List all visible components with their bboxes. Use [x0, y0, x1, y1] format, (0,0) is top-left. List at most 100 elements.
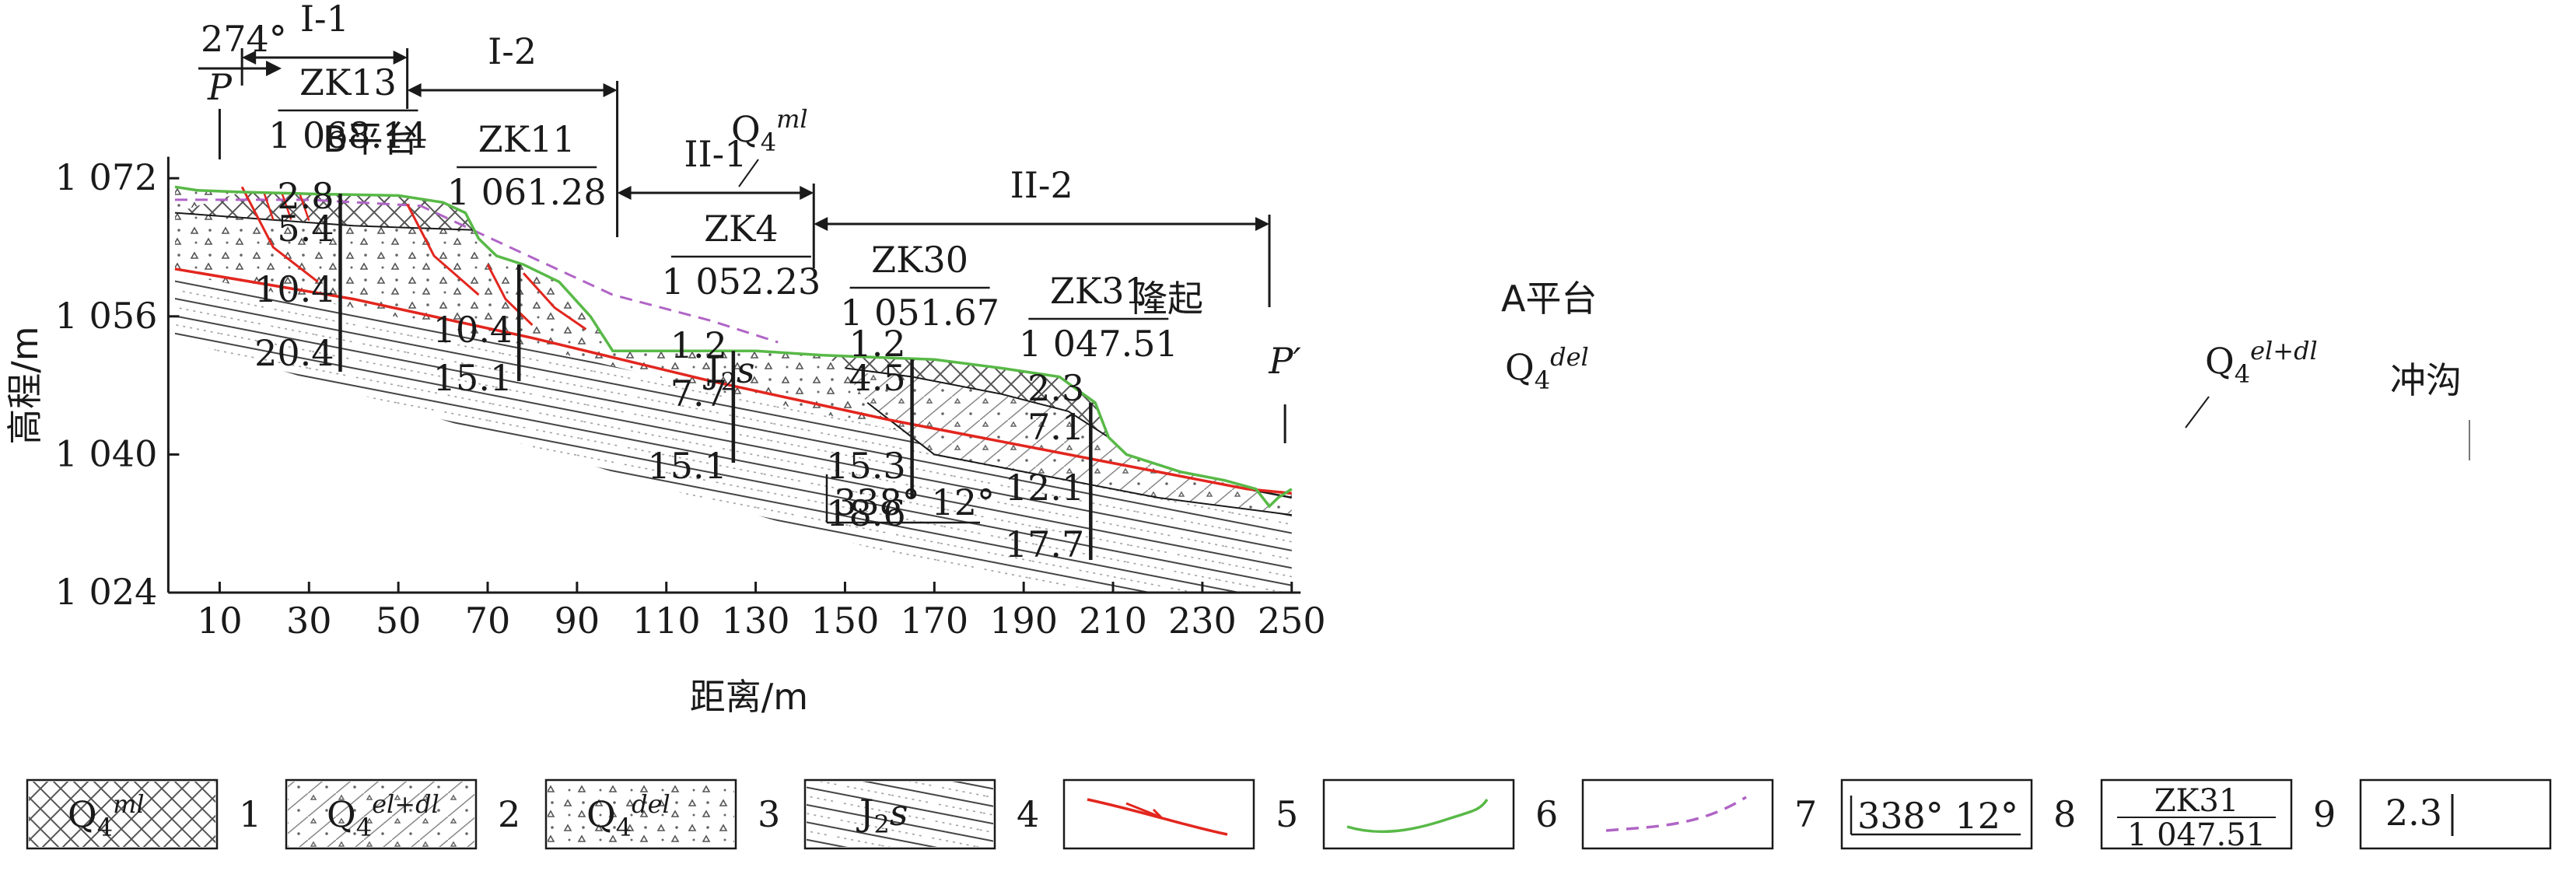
x-tick-label: 90: [555, 600, 600, 642]
legend-item: 2.3 10: [2359, 778, 2576, 850]
plot-area: 10 30 50 70 90 110 130 150 170 190 210 230 250 1 024 1…: [4, 0, 2470, 718]
zone-label: I-1: [300, 0, 349, 40]
borehole-id: ZK13: [299, 61, 397, 103]
boundary-fill-a: [845, 367, 1109, 439]
legend-box: [1581, 778, 1774, 850]
borehole-id: ZK31: [1050, 270, 1147, 312]
borehole-id: ZK4: [704, 208, 779, 250]
legend-item: J2s 4: [803, 778, 1039, 850]
borehole-depth: 7.7: [670, 373, 727, 415]
x-tick-label: 130: [722, 600, 790, 642]
legend-sliding-arrow: [1125, 802, 1163, 819]
borehole-elevation: 1 051.67: [840, 292, 999, 334]
zone-arrow-right: [603, 83, 618, 97]
main-sliding-surface: [174, 268, 1292, 495]
legend-number: 4: [1017, 793, 1039, 835]
legend-borehole-id: ZK31: [2154, 783, 2239, 819]
gully-label: 冲沟: [2390, 359, 2462, 401]
borehole-id: ZK11: [478, 118, 576, 160]
secondary-sliding-surface: [240, 186, 319, 283]
layer-label-j2s: J2s: [703, 349, 754, 397]
a-platform-label: A平台: [1501, 278, 1597, 320]
y-tick-label: 1 072: [55, 156, 158, 198]
x-tick-label: 250: [1258, 600, 1326, 642]
zone-arrow-left: [407, 83, 422, 97]
borehole-elevation: 1 068.14: [268, 114, 428, 156]
y-tick-label: 1 056: [55, 295, 158, 337]
legend-layer-label: Q4ml: [68, 789, 145, 842]
borehole-depth: 10.4: [433, 309, 513, 351]
borehole-depth: 7.1: [1027, 406, 1084, 448]
legend-number: 7: [1794, 793, 1817, 835]
x-tick-label: 30: [286, 600, 332, 642]
borehole-elevation: 1 052.23: [661, 261, 821, 303]
legend-item: 7: [1581, 778, 1817, 850]
q4ml-leader: [738, 159, 759, 187]
legend-item: Q4ml 1: [26, 778, 261, 850]
legend-attitude-text: 338° 12°: [1857, 795, 2018, 837]
legend-number: 9: [2313, 793, 2336, 835]
zone-arrow-left: [814, 217, 828, 231]
secondary-sliding-surface: [406, 203, 480, 296]
zone-arrow-right: [393, 51, 408, 65]
legend-box: [1062, 778, 1255, 850]
borehole-depth: 2.3: [1027, 367, 1084, 409]
x-tick-label: 110: [632, 600, 701, 642]
ground-surface-line: [174, 185, 1293, 509]
borehole-depth: 2.8: [277, 175, 334, 217]
borehole-depth: 12.1: [1005, 467, 1084, 509]
y-tick-label: 1 040: [55, 432, 158, 474]
legend-number: 6: [1535, 793, 1558, 835]
secondary-sliding-surface: [486, 264, 534, 326]
legend-number: 10: [2572, 793, 2576, 835]
legend-box: [2359, 778, 2552, 850]
legend-swatch-cross: [29, 782, 215, 847]
legend-box: [2100, 778, 2293, 850]
legend-depth-text: 2.3: [2385, 792, 2442, 834]
secondary-sliding-surface: [522, 272, 587, 331]
y-axis-title: 高程/m: [4, 326, 46, 444]
boundary-fill-b: [174, 212, 474, 231]
legend-swatch-eldl: [288, 782, 474, 847]
zone-label: I-2: [488, 30, 537, 72]
borehole-id: ZK30: [871, 239, 968, 281]
scarp-tick: [263, 193, 275, 220]
zone-arrow-right: [800, 186, 814, 200]
x-tick-label: 150: [811, 600, 880, 642]
borehole-elevation: 1 061.28: [447, 171, 607, 213]
borehole-depth: 4.5: [849, 357, 905, 399]
section-end-label: P′: [1268, 340, 1301, 382]
zone-label: II-2: [1010, 164, 1073, 206]
legend-original-ground: [1605, 796, 1747, 832]
borehole-depth: 1.2: [849, 323, 905, 365]
b-platform-label: B平台: [323, 118, 419, 160]
x-tick-label: 50: [376, 600, 422, 642]
layer-label-q4eldl: Q4el+dl: [2205, 336, 2318, 389]
y-tick-label: 1 024: [55, 571, 158, 613]
zone-label: II-1: [684, 133, 747, 175]
q4eldl-leader: [2185, 396, 2210, 429]
borehole-depth: 1.2: [670, 324, 727, 366]
zone-arrow-right: [1255, 217, 1270, 231]
borehole-elevation: 1 047.51: [1019, 323, 1178, 365]
legend-item: 6: [1322, 778, 1558, 850]
x-tick-label: 190: [989, 600, 1058, 642]
legend-swatch-j2s: [807, 782, 993, 847]
legend-ground-line: [1346, 798, 1489, 834]
legend-borehole-elev: 1 047.51: [2127, 817, 2266, 853]
legend-swatch-del: [548, 782, 734, 847]
legend-layer-label: J2s: [856, 792, 908, 839]
residual-q4eldl: [845, 372, 1292, 516]
fill-q4ml-a: [822, 355, 1109, 438]
legend-item: 5: [1062, 778, 1298, 850]
legend: Q4ml 1 Q4el+dl 2 Q4del 3 J2s 4 5 6 7 338° 12° 8 ZK311…: [26, 778, 2576, 853]
attitude-label: 338° 12°: [834, 481, 995, 523]
borehole-depth: 18.6: [826, 492, 905, 534]
borehole-depth: 17.7: [1005, 523, 1084, 565]
section-start-label: P: [207, 66, 233, 108]
legend-item: 338° 12° 8: [1840, 778, 2076, 850]
x-tick-label: 210: [1079, 600, 1147, 642]
layer-label-q4ml: Q4ml: [731, 104, 808, 157]
direction-arrow-head: [266, 61, 282, 76]
